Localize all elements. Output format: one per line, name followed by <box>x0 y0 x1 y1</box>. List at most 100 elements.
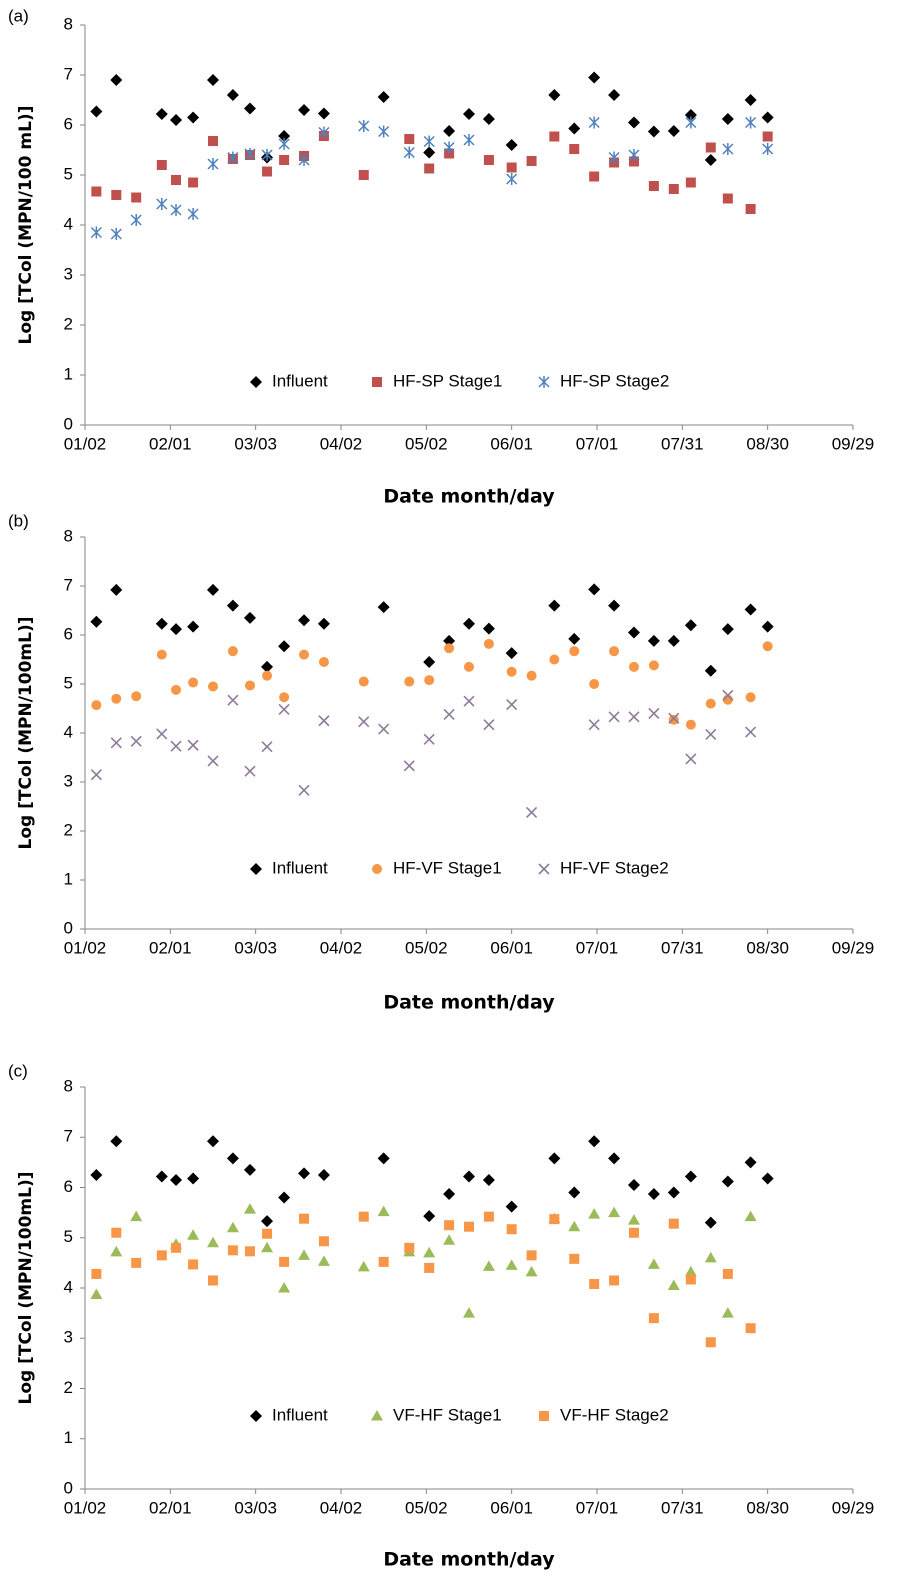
data-point <box>243 611 256 624</box>
y-tick-label: 1 <box>64 364 73 383</box>
data-point <box>226 1221 239 1233</box>
series-hf-sp-stage2 <box>90 116 774 240</box>
data-point <box>627 626 640 639</box>
x-tick-label: 05/02 <box>405 1498 448 1517</box>
legend-marker <box>538 863 550 875</box>
panel-label: (c) <box>8 1061 28 1080</box>
data-point <box>667 1186 680 1199</box>
data-point <box>278 640 291 653</box>
data-point <box>262 1228 273 1239</box>
data-point <box>608 89 621 101</box>
x-tick-label: 09/29 <box>832 1498 875 1517</box>
y-tick-label: 0 <box>64 1478 73 1497</box>
data-point <box>464 1221 474 1232</box>
series-vf-hf-stage1 <box>90 1203 757 1318</box>
data-point <box>745 204 756 214</box>
data-point <box>111 1227 122 1238</box>
series-vf-hf-stage2 <box>91 1211 756 1348</box>
x-tick-label: 01/02 <box>64 938 107 957</box>
data-point <box>377 1152 390 1165</box>
data-point <box>261 660 274 673</box>
data-point <box>721 1307 734 1318</box>
x-tick-label: 07/31 <box>661 434 704 453</box>
data-point <box>444 1220 455 1231</box>
data-point <box>377 601 390 614</box>
legend-marker <box>250 376 262 388</box>
data-point <box>207 74 219 86</box>
y-tick-label: 7 <box>64 1127 73 1146</box>
data-point <box>423 655 436 668</box>
x-tick-label: 02/01 <box>149 1498 192 1517</box>
data-point <box>187 111 200 124</box>
data-point <box>110 737 122 749</box>
data-point <box>745 692 756 703</box>
data-point <box>378 125 390 138</box>
data-point <box>358 1211 369 1222</box>
data-point <box>526 1250 537 1261</box>
data-point <box>745 726 757 738</box>
data-point <box>647 1258 660 1269</box>
panel-label: (b) <box>8 511 29 530</box>
data-point <box>187 739 199 751</box>
x-tick-label: 02/01 <box>149 434 192 453</box>
data-point <box>90 1168 103 1181</box>
data-point <box>208 1275 218 1286</box>
data-point <box>482 113 495 125</box>
data-point <box>187 1229 200 1240</box>
legend-label: VF-HF Stage1 <box>393 1405 502 1424</box>
data-point <box>761 1172 774 1185</box>
data-point <box>628 661 639 672</box>
data-point <box>170 1173 183 1186</box>
data-point <box>155 1170 168 1183</box>
data-point <box>464 661 474 672</box>
data-point <box>548 89 561 101</box>
data-point <box>207 158 219 170</box>
data-point <box>628 149 640 161</box>
data-point <box>627 1214 640 1225</box>
data-point <box>648 707 660 719</box>
data-point <box>482 1173 495 1186</box>
data-point <box>722 689 734 701</box>
legend-label: Influent <box>272 858 328 877</box>
data-point <box>299 649 310 660</box>
data-point <box>298 1249 311 1260</box>
data-point <box>722 143 734 155</box>
legend-marker <box>371 1410 383 1421</box>
data-point <box>187 208 199 220</box>
data-point <box>424 1262 435 1273</box>
y-tick-label: 1 <box>64 869 73 888</box>
y-tick-label: 2 <box>64 1378 73 1397</box>
data-point <box>378 723 390 735</box>
data-point <box>423 1246 436 1258</box>
legend-marker <box>372 864 382 874</box>
data-point <box>526 806 538 818</box>
data-point <box>609 646 620 657</box>
x-tick-label: 07/01 <box>576 434 619 453</box>
legend-label: HF-VF Stage2 <box>560 858 669 877</box>
x-tick-label: 09/29 <box>832 938 875 957</box>
data-point <box>627 116 640 129</box>
data-point <box>227 1245 238 1256</box>
data-point <box>684 1170 697 1183</box>
data-point <box>589 679 600 689</box>
x-axis-title: Date month/day <box>383 1549 555 1571</box>
data-point <box>244 148 256 160</box>
data-point <box>403 760 415 772</box>
data-point <box>684 109 697 121</box>
y-axis-title: Log [TCol (MPN/100 mL)] <box>16 106 36 345</box>
data-point <box>744 1156 757 1169</box>
data-point <box>207 583 219 596</box>
data-point <box>111 190 122 200</box>
data-point <box>110 1135 123 1148</box>
data-point <box>761 620 774 633</box>
data-point <box>761 111 774 124</box>
data-point <box>568 122 581 135</box>
y-tick-label: 8 <box>64 1076 73 1095</box>
data-point <box>705 142 716 153</box>
y-tick-label: 3 <box>64 771 73 790</box>
legend-marker <box>250 863 262 875</box>
data-point <box>423 135 435 148</box>
legend-marker <box>539 1411 549 1421</box>
data-point <box>156 198 168 210</box>
data-point <box>110 583 123 596</box>
